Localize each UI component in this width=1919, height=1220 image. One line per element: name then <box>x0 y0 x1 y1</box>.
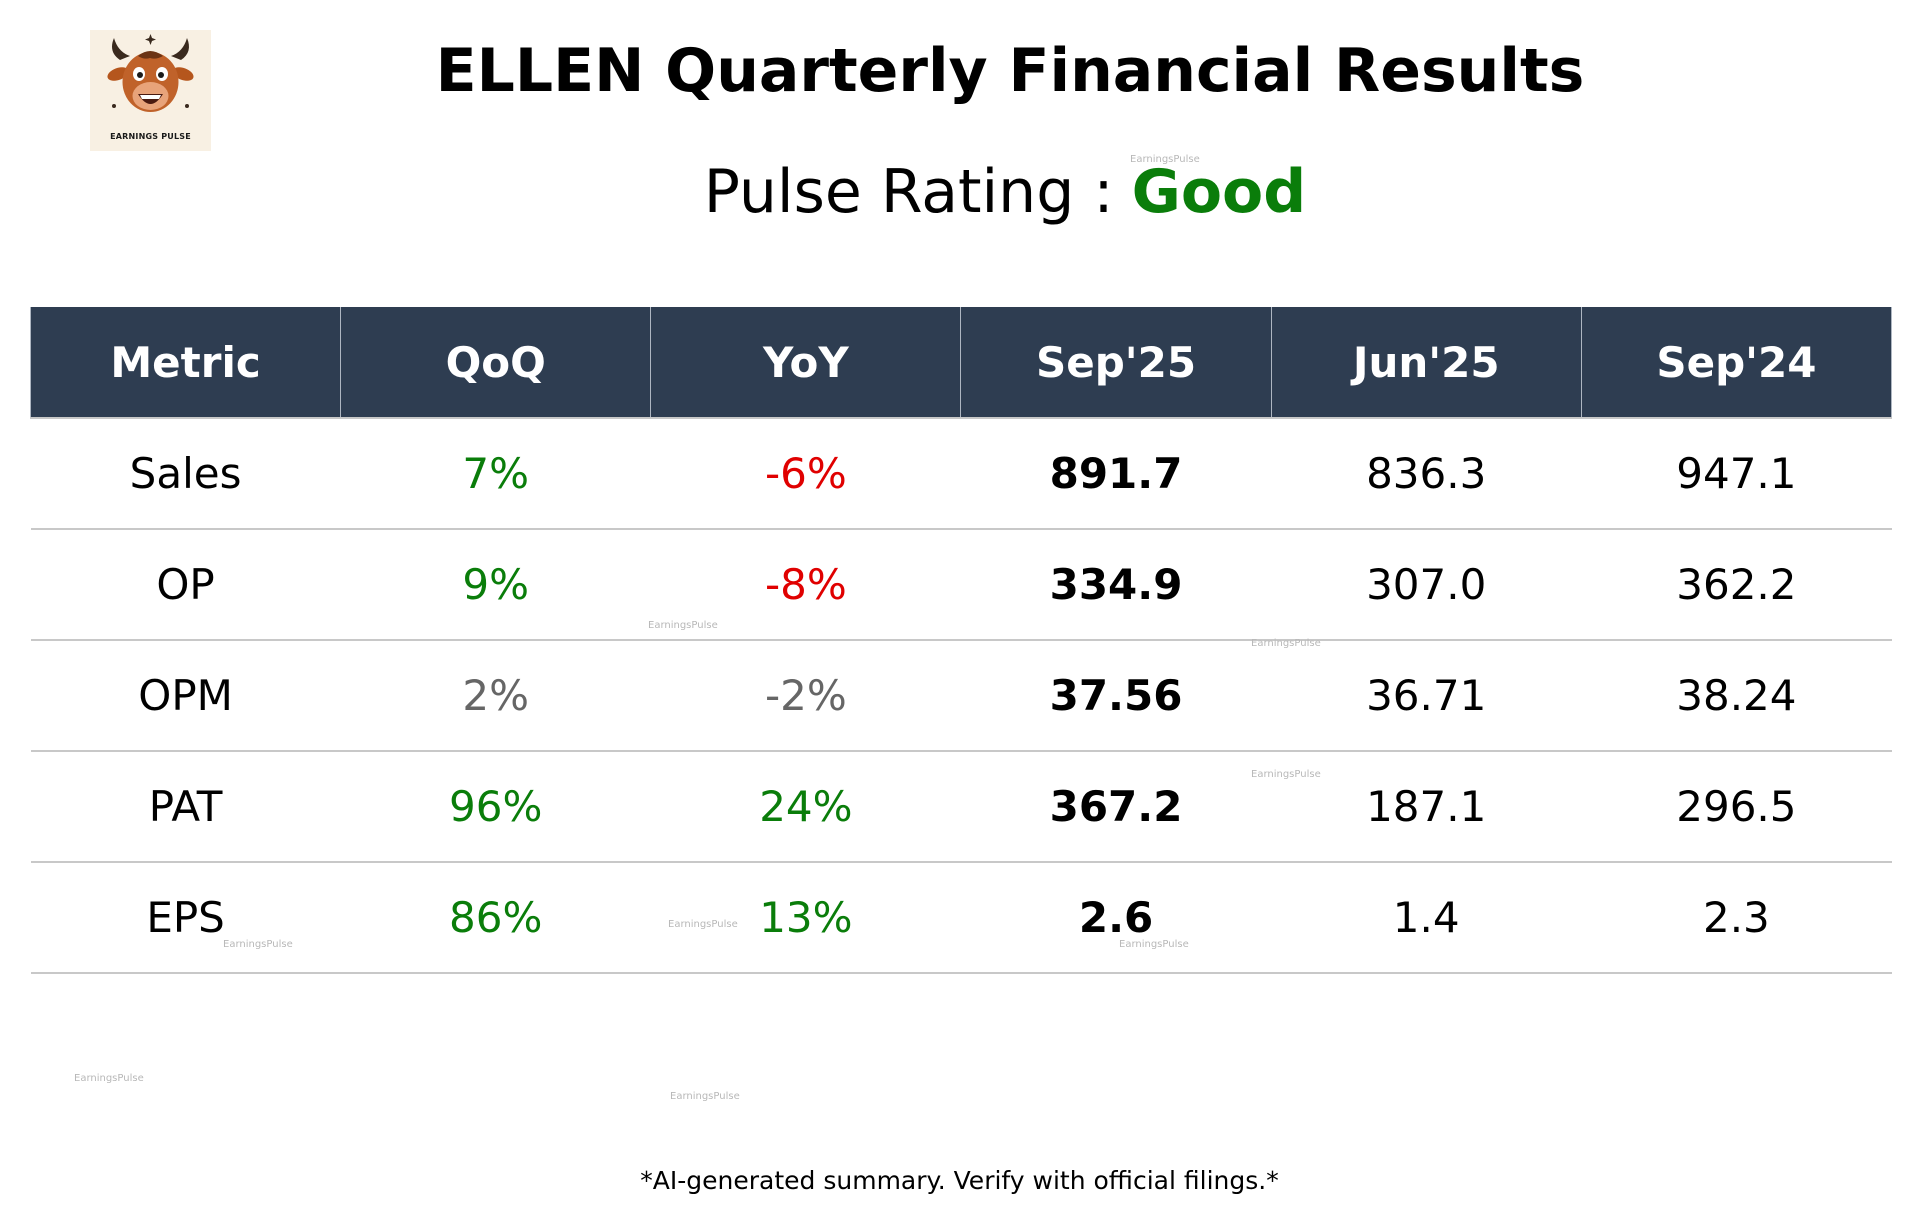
previous-year-cell: 362.2 <box>1581 529 1892 641</box>
table-body: Sales 7% -6% 891.7 836.3 947.1 OP 9% -8% 334.9 307… <box>30 418 1892 974</box>
current-quarter-cell: 367.2 <box>960 751 1272 863</box>
pulse-rating-value: Good <box>1131 157 1307 227</box>
table-row: PAT 96% 24% 367.2 187.1 296.5 <box>30 751 1892 863</box>
column-header-current-quarter: Sep'25 <box>960 307 1272 419</box>
table-row: EPS 86% 13% 2.6 1.4 2.3 <box>30 862 1892 974</box>
watermark: EarningsPulse <box>1119 939 1189 950</box>
watermark: EarningsPulse <box>74 1073 144 1084</box>
previous-quarter-cell: 36.71 <box>1271 640 1582 752</box>
logo-text: EARNINGS PULSE <box>110 132 191 141</box>
table-row: OP 9% -8% 334.9 307.0 362.2 <box>30 529 1892 641</box>
previous-year-cell: 2.3 <box>1581 862 1892 974</box>
table-header-row: Metric QoQ YoY Sep'25 Jun'25 Sep'24 <box>29 307 1893 419</box>
previous-year-cell: 38.24 <box>1581 640 1892 752</box>
metric-name-cell: OPM <box>30 640 341 752</box>
column-header-yoy: YoY <box>650 307 962 419</box>
watermark: EarningsPulse <box>668 919 738 930</box>
qoq-change-cell: 96% <box>340 751 651 863</box>
watermark: EarningsPulse <box>223 939 293 950</box>
watermark: EarningsPulse <box>670 1091 740 1102</box>
column-header-previous-quarter: Jun'25 <box>1270 307 1582 419</box>
yoy-change-cell: -6% <box>650 418 961 530</box>
qoq-change-cell: 2% <box>340 640 651 752</box>
column-header-metric: Metric <box>29 307 342 419</box>
earnings-pulse-logo: EARNINGS PULSE <box>90 30 211 151</box>
table-row: Sales 7% -6% 891.7 836.3 947.1 <box>30 418 1892 530</box>
yoy-change-cell: -2% <box>650 640 961 752</box>
watermark: EarningsPulse <box>1251 638 1321 649</box>
current-quarter-cell: 334.9 <box>960 529 1272 641</box>
column-header-qoq: QoQ <box>340 307 652 419</box>
pulse-rating: Pulse Rating : Good <box>0 154 1919 230</box>
metric-name-cell: EPS <box>30 862 341 974</box>
disclaimer-footnote: *AI-generated summary. Verify with offic… <box>640 1166 1279 1195</box>
current-quarter-cell: 37.56 <box>960 640 1272 752</box>
previous-year-cell: 296.5 <box>1581 751 1892 863</box>
metric-name-cell: Sales <box>30 418 341 530</box>
qoq-change-cell: 86% <box>340 862 651 974</box>
watermark: EarningsPulse <box>648 620 718 631</box>
previous-quarter-cell: 1.4 <box>1271 862 1582 974</box>
previous-quarter-cell: 187.1 <box>1271 751 1582 863</box>
table-row: OPM 2% -2% 37.56 36.71 38.24 <box>30 640 1892 752</box>
previous-year-cell: 947.1 <box>1581 418 1892 530</box>
yoy-change-cell: 24% <box>650 751 961 863</box>
current-quarter-cell: 2.6 <box>960 862 1272 974</box>
watermark: EarningsPulse <box>1130 154 1200 165</box>
bull-icon <box>107 34 194 112</box>
yoy-change-cell: 13% <box>650 862 961 974</box>
current-quarter-cell: 891.7 <box>960 418 1272 530</box>
page-title: ELLEN Quarterly Financial Results <box>435 36 1585 106</box>
column-header-previous-year: Sep'24 <box>1580 307 1893 419</box>
metric-name-cell: OP <box>30 529 341 641</box>
previous-quarter-cell: 307.0 <box>1271 529 1582 641</box>
pulse-rating-label: Pulse Rating : <box>703 157 1114 227</box>
previous-quarter-cell: 836.3 <box>1271 418 1582 530</box>
metric-name-cell: PAT <box>30 751 341 863</box>
qoq-change-cell: 7% <box>340 418 651 530</box>
watermark: EarningsPulse <box>1251 769 1321 780</box>
qoq-change-cell: 9% <box>340 529 651 641</box>
yoy-change-cell: -8% <box>650 529 961 641</box>
results-table: Metric QoQ YoY Sep'25 Jun'25 Sep'24 Sale… <box>29 307 1893 974</box>
